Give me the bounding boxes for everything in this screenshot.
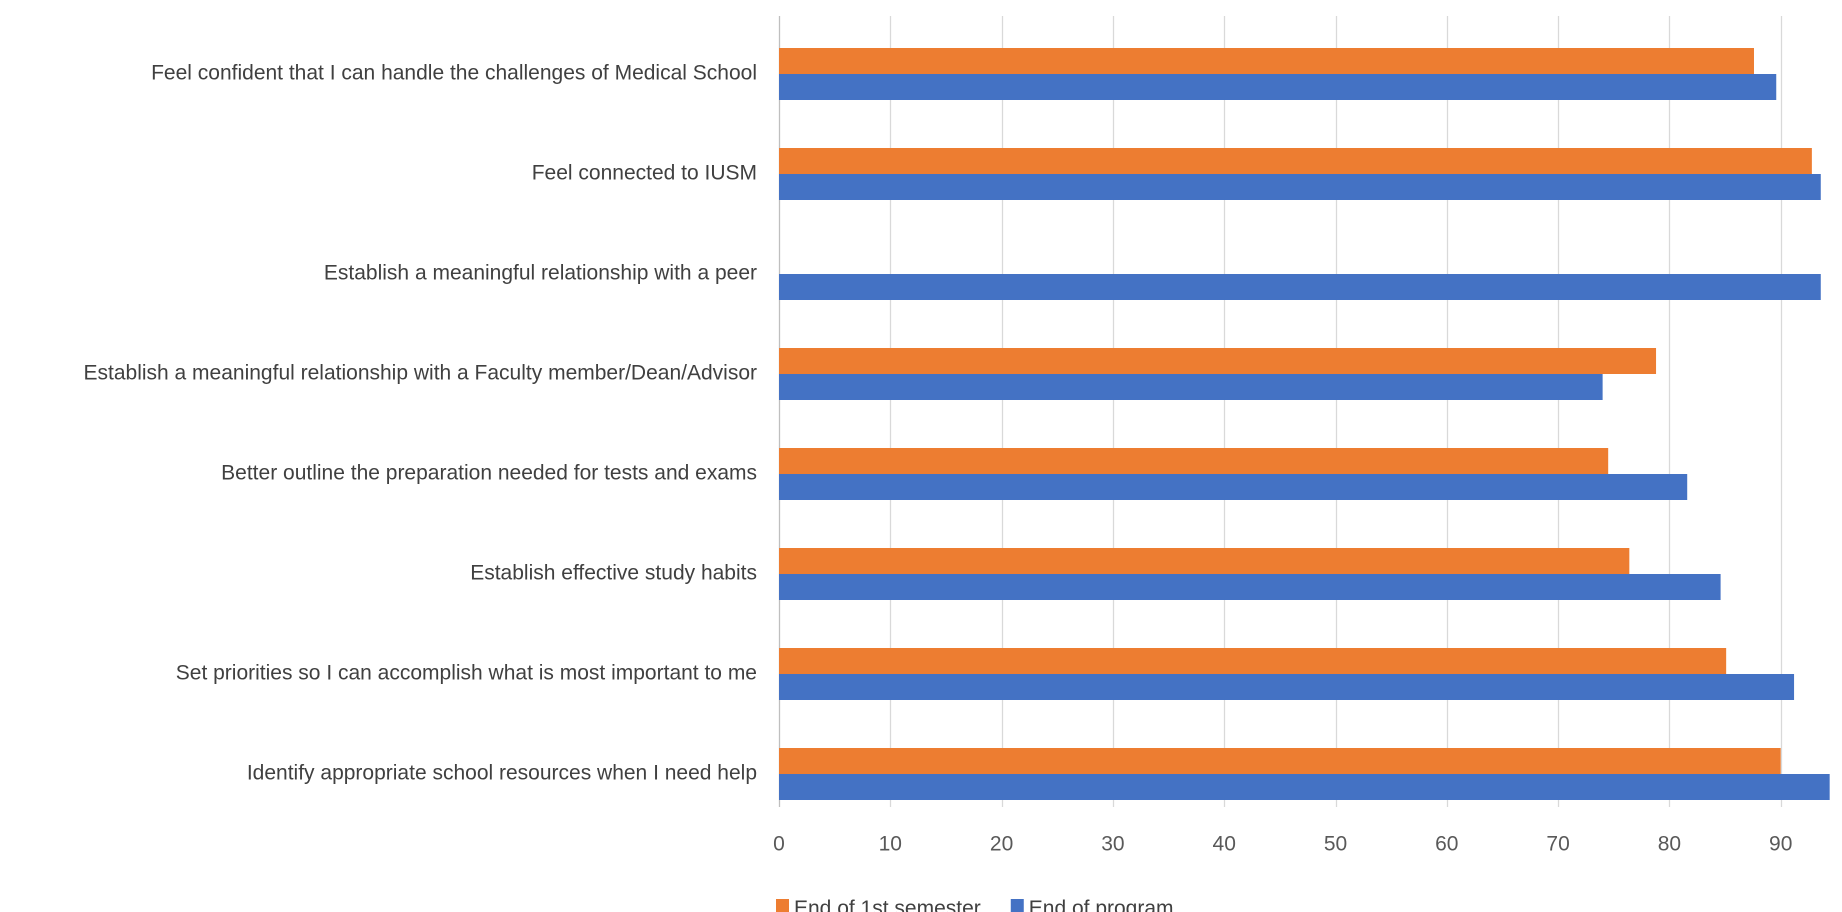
x-tick-label-60: 60 (1435, 833, 1458, 856)
bar-end-of-program-6 (779, 674, 1795, 700)
x-tick-label-10: 10 (879, 833, 902, 856)
x-tick-label-50: 50 (1324, 833, 1347, 856)
legend-swatch-0 (776, 899, 789, 912)
category-label-7: Identify appropriate school resources wh… (247, 762, 757, 785)
category-labels: Feel confident that I can handle the cha… (84, 62, 758, 785)
x-tick-label-80: 80 (1658, 833, 1681, 856)
x-tick-label-0: 0 (773, 833, 785, 856)
x-tick-label-30: 30 (1101, 833, 1124, 856)
bar-first-semester-4 (779, 448, 1609, 474)
bar-first-semester-3 (779, 348, 1657, 374)
category-label-4: Better outline the preparation needed fo… (221, 462, 757, 485)
bar-first-semester-7 (779, 748, 1781, 774)
bar-end-of-program-1 (779, 174, 1821, 200)
x-tick-labels: 0 10 20 30 40 50 60 70 80 90 (773, 833, 1792, 856)
category-label-3: Establish a meaningful relationship with… (84, 362, 758, 385)
category-label-1: Feel connected to IUSM (532, 162, 757, 185)
category-label-2: Establish a meaningful relationship with… (324, 262, 757, 285)
legend-label-1: End of program (1029, 897, 1174, 912)
x-tick-label-40: 40 (1213, 833, 1236, 856)
bar-first-semester-5 (779, 548, 1630, 574)
bar-end-of-program-7 (779, 774, 1830, 800)
bar-end-of-program-2 (779, 274, 1821, 300)
bar-first-semester-0 (779, 48, 1754, 74)
bar-end-of-program-3 (779, 374, 1603, 400)
bars (779, 48, 1830, 800)
category-label-6: Set priorities so I can accomplish what … (176, 662, 757, 685)
x-tick-label-20: 20 (990, 833, 1013, 856)
x-tick-label-70: 70 (1546, 833, 1569, 856)
bar-first-semester-1 (779, 148, 1812, 174)
bar-first-semester-6 (779, 648, 1727, 674)
bar-end-of-program-0 (779, 74, 1777, 100)
bar-end-of-program-4 (779, 474, 1688, 500)
x-tick-label-90: 90 (1769, 833, 1792, 856)
legend-label-0: End of 1st semester (794, 897, 981, 912)
legend: End of 1st semester End of program (776, 897, 1174, 912)
bar-end-of-program-5 (779, 574, 1721, 600)
category-label-0: Feel confident that I can handle the cha… (151, 62, 757, 85)
legend-swatch-1 (1010, 899, 1024, 912)
category-label-5: Establish effective study habits (470, 562, 757, 585)
